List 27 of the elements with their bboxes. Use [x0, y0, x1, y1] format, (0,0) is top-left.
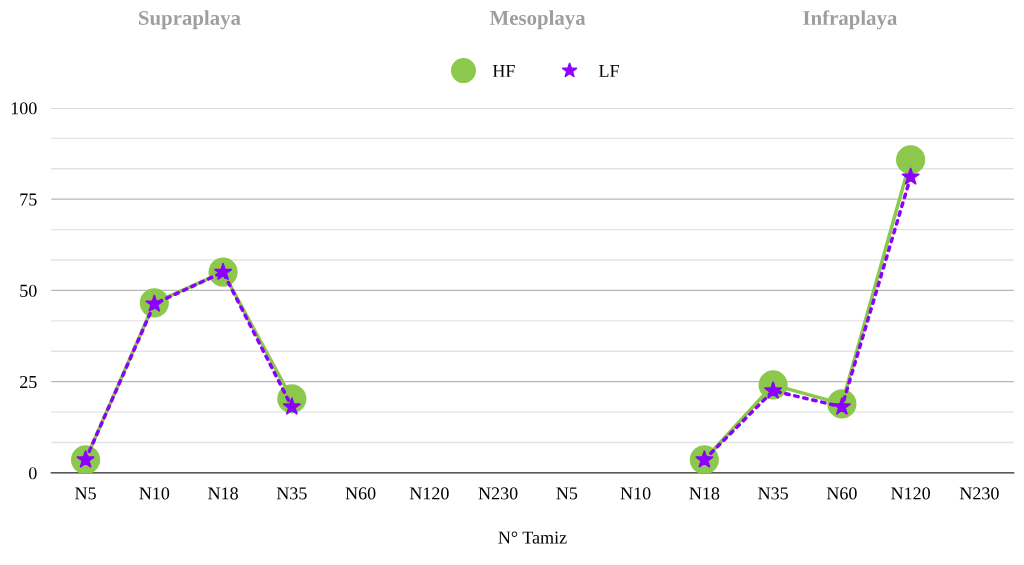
- y-tick-label: 50: [20, 284, 37, 297]
- x-tick-label: N60: [826, 487, 857, 500]
- x-tick-label: N10: [139, 487, 170, 500]
- y-tick-label: 100: [11, 102, 37, 115]
- x-tick-label: N120: [409, 487, 449, 500]
- x-tick-label: N230: [478, 487, 518, 500]
- x-tick-label: N35: [758, 487, 788, 500]
- text: Infraplaya: [803, 10, 898, 30]
- y-tick-label: 75: [20, 193, 37, 206]
- x-tick-label: N120: [891, 487, 930, 500]
- point: [896, 145, 926, 175]
- text: Mesoplaya: [489, 10, 586, 30]
- legend-label: HF: [492, 65, 515, 77]
- x-tick-label: N10: [620, 487, 651, 500]
- x-tick-label: N5: [75, 487, 96, 500]
- text: Supraplaya: [139, 10, 241, 30]
- x-tick-label: N5: [556, 487, 578, 500]
- point: [901, 167, 920, 185]
- legend-label: LF: [599, 65, 619, 77]
- x-axis-title: N° Tamiz: [498, 531, 567, 544]
- x-tick-label: N60: [345, 487, 376, 500]
- x-tick-label: N35: [276, 487, 307, 500]
- y-tick-label: 0: [28, 467, 37, 480]
- x-tick-label: N230: [959, 487, 999, 500]
- x-tick-label: N18: [208, 487, 238, 500]
- y-tick-label: 25: [20, 375, 37, 389]
- x-tick-label: N18: [689, 487, 720, 500]
